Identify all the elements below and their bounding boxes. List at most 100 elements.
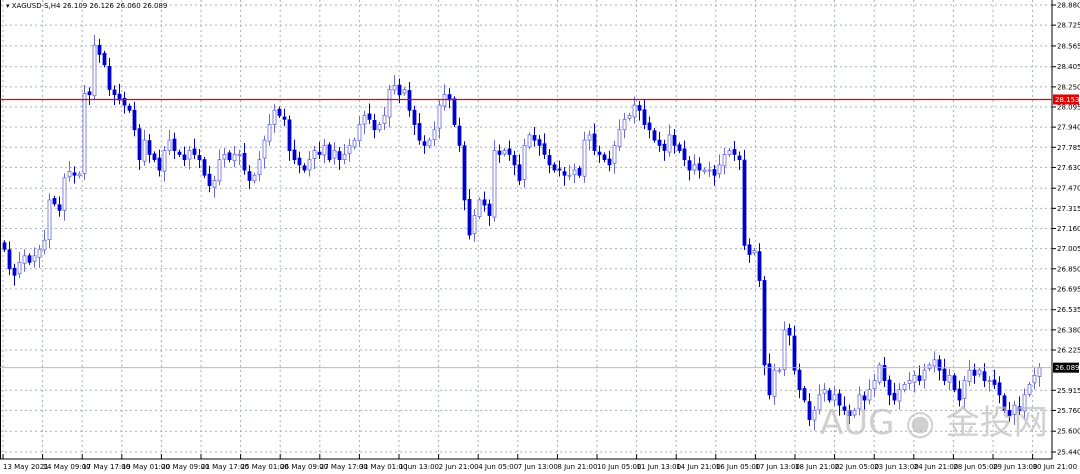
y-tick-label: 25.760 [1057, 407, 1080, 415]
candle-bear [712, 169, 717, 176]
candle-bull [62, 177, 67, 211]
candle-bull [237, 154, 242, 156]
y-tick-label: 28.250 [1057, 83, 1080, 91]
candle-bull [382, 115, 387, 124]
candle-bear [972, 369, 977, 376]
candle-bear [172, 138, 177, 151]
candle-bear [297, 157, 302, 166]
y-tick-label: 27.470 [1057, 185, 1080, 193]
candle-bull [352, 139, 357, 148]
x-tick-label: 17 May 17:00 [82, 463, 130, 471]
candle-bear [412, 109, 417, 125]
candle-bull [217, 159, 222, 182]
candle-bear [887, 379, 892, 396]
candle-bear [27, 255, 32, 263]
candle-bear [607, 158, 612, 166]
candle-bull [567, 174, 572, 177]
x-tick-label: 13 May 2021 [3, 463, 49, 471]
candle-bear [12, 267, 17, 276]
candle-bear [1002, 395, 1007, 411]
candle-bear [647, 122, 652, 131]
y-tick-label: 27.630 [1057, 164, 1080, 172]
candle-bull [222, 154, 227, 160]
x-tick-label: 23 Jun 13:00 [874, 463, 918, 471]
candle-bear [487, 203, 492, 216]
candle-bear [462, 145, 467, 201]
candle-bull [387, 89, 392, 118]
candle-bull [22, 255, 27, 264]
candle-bull [502, 150, 507, 155]
candle-bull [832, 394, 837, 401]
y-tick-label: 28.405 [1057, 63, 1080, 71]
candle-bear [157, 157, 162, 171]
candle-bull [392, 85, 397, 91]
candle-bear [747, 244, 752, 255]
candle-bull [357, 124, 362, 142]
x-tick-label: 29 Jun 13:00 [993, 463, 1037, 471]
candle-bear [452, 98, 457, 125]
dropdown-triangle-icon[interactable]: ▾ [6, 2, 10, 10]
candle-bear [952, 375, 957, 391]
y-tick-label: 25.440 [1057, 449, 1080, 457]
candle-bear [137, 128, 142, 161]
y-tick-label: 28.880 [1057, 2, 1080, 10]
candle-bear [742, 159, 747, 246]
current-price-bg [1053, 362, 1079, 373]
candle-bear [367, 113, 372, 120]
candle-bear [672, 135, 677, 146]
candle-bear [192, 148, 197, 155]
candle-bear [547, 155, 552, 166]
y-tick-label: 27.160 [1057, 225, 1080, 233]
candle-bear [397, 84, 402, 96]
candle-bull [977, 369, 982, 375]
x-tick-label: 25 May 01:00 [241, 463, 289, 471]
candle-bear [917, 375, 922, 381]
candle-bull [582, 139, 587, 177]
candle-bear [682, 148, 687, 161]
candle-bull [212, 180, 217, 188]
candle-bull [572, 169, 577, 176]
candle-bull [867, 389, 872, 401]
candle-bull [272, 109, 277, 125]
candle-bear [467, 198, 472, 236]
candle-bear [177, 151, 182, 155]
candle-bull [932, 359, 937, 367]
candle-bear [277, 108, 282, 116]
x-tick-label: 20 May 09:00 [161, 463, 209, 471]
x-tick-label: 22 Jun 05:00 [835, 463, 879, 471]
y-tick-label: 27.940 [1057, 124, 1080, 132]
candle-bull [877, 364, 882, 383]
candle-bear [807, 401, 812, 420]
y-tick-label: 28.095 [1057, 104, 1080, 112]
candle-bull [17, 261, 22, 275]
candle-bear [327, 144, 332, 161]
candle-bull [432, 129, 437, 141]
candle-bear [407, 90, 412, 111]
x-tick-label: 30 Jun 21:00 [1033, 463, 1077, 471]
x-tick-label: 16 Jun 05:00 [716, 463, 760, 471]
candle-bull [267, 124, 272, 142]
candle-bear [687, 160, 692, 171]
candle-bull [907, 380, 912, 384]
candle-bear [652, 130, 657, 141]
candle-bear [937, 359, 942, 371]
candle-bear [942, 368, 947, 381]
y-tick-label: 26.225 [1057, 346, 1080, 354]
candle-bull [812, 410, 817, 421]
candle-bear [497, 150, 502, 155]
candle-bull [347, 144, 352, 154]
x-tick-label: 14 May 09:00 [43, 463, 91, 471]
candle-bull [622, 118, 627, 131]
candle-bear [662, 143, 667, 151]
candle-bull [47, 199, 52, 241]
candle-bull [32, 255, 37, 262]
candle-bull [307, 159, 312, 171]
candle-bear [317, 151, 322, 155]
candle-bull [252, 174, 257, 182]
x-tick-label: 17 Jun 13:00 [755, 463, 799, 471]
candle-bear [642, 109, 647, 125]
candle-bull [82, 92, 87, 174]
candle-bull [872, 380, 877, 389]
candle-bull [717, 164, 722, 175]
